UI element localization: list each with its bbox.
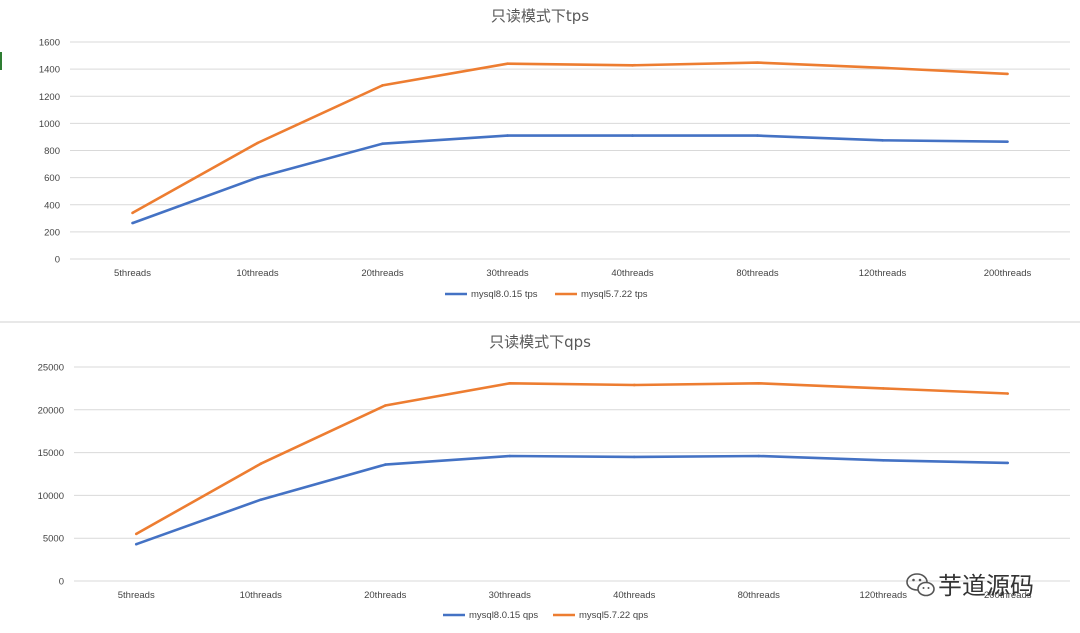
data-point xyxy=(259,498,263,501)
data-point xyxy=(259,462,263,466)
series-line xyxy=(135,454,1008,546)
data-point xyxy=(506,134,509,137)
data-point xyxy=(632,383,636,387)
watermark-text: 芋道源码 xyxy=(938,572,1034,600)
data-point xyxy=(757,381,761,385)
x-tick-label: 5threads xyxy=(114,268,151,279)
data-point xyxy=(756,61,759,64)
x-tick-label: 200threads xyxy=(984,590,1032,601)
y-tick-label: 20000 xyxy=(38,405,64,416)
y-tick-label: 600 xyxy=(44,173,60,184)
data-point xyxy=(134,532,138,536)
qps-chart: 只读模式下qps 0 5000 10000 15000 20000 25000 5thread… xyxy=(38,333,1070,621)
y-tick-label: 0 xyxy=(59,577,64,588)
data-point xyxy=(134,542,138,546)
y-tick-label: 400 xyxy=(44,200,60,211)
x-tick-label: 5threads xyxy=(118,590,155,601)
data-point xyxy=(131,211,134,215)
x-tick-label: 30threads xyxy=(489,590,532,601)
data-point xyxy=(631,64,634,67)
data-point xyxy=(756,134,759,137)
data-point xyxy=(508,381,512,385)
series-line xyxy=(135,381,1008,536)
x-tick-label: 40threads xyxy=(611,268,654,279)
y-tick-label: 5000 xyxy=(43,534,64,545)
data-point xyxy=(881,387,885,390)
legend-label: mysql8.0.15 tps xyxy=(471,289,538,300)
x-tick-label: 80threads xyxy=(738,590,781,601)
y-tick-label: 200 xyxy=(44,227,60,238)
x-tick-label: 10threads xyxy=(236,268,279,279)
x-tick-label: 40threads xyxy=(613,590,656,601)
data-point xyxy=(506,62,509,65)
data-point xyxy=(1006,461,1010,465)
y-tick-label: 10000 xyxy=(38,491,64,502)
data-point xyxy=(256,141,259,145)
y-tick-label: 800 xyxy=(44,146,60,157)
x-tick-label: 10threads xyxy=(240,590,283,601)
y-tick-label: 1400 xyxy=(39,65,60,76)
data-point xyxy=(131,221,134,225)
x-tick-label: 120threads xyxy=(859,590,907,601)
legend-label: mysql5.7.22 qps xyxy=(579,610,648,621)
data-point xyxy=(881,66,884,70)
y-tick-label: 1200 xyxy=(39,92,60,103)
data-point xyxy=(1006,140,1009,143)
data-point xyxy=(757,454,761,458)
x-tick-label: 200threads xyxy=(984,268,1032,279)
watermark: 芋道源码 xyxy=(906,572,1034,600)
y-tick-label: 25000 xyxy=(38,363,64,374)
y-tick-label: 1600 xyxy=(39,38,60,49)
y-tick-label: 15000 xyxy=(38,448,64,459)
series-line xyxy=(131,61,1008,215)
x-tick-label: 120threads xyxy=(859,268,907,279)
chart-title: 只读模式下tps xyxy=(491,7,589,25)
wechat-icon xyxy=(906,573,935,597)
data-point xyxy=(881,139,884,142)
x-tick-label: 80threads xyxy=(736,268,779,279)
data-point xyxy=(256,176,259,179)
data-point xyxy=(381,84,384,87)
series-line xyxy=(132,134,1008,225)
data-point xyxy=(383,463,387,466)
excel-edge-marker xyxy=(0,52,2,70)
data-point xyxy=(881,459,885,462)
x-tick-label: 20threads xyxy=(364,590,407,601)
y-tick-label: 0 xyxy=(55,255,60,266)
data-point xyxy=(631,134,634,137)
data-point xyxy=(381,142,384,146)
legend-label: mysql8.0.15 qps xyxy=(469,610,538,621)
data-point xyxy=(1006,72,1009,76)
x-tick-label: 30threads xyxy=(486,268,529,279)
data-point xyxy=(383,404,387,407)
y-tick-label: 1000 xyxy=(39,119,60,130)
data-point xyxy=(508,454,512,458)
tps-chart: 只读模式下tps 0 200 400 600 800 1000 1200 1400 1600 5th… xyxy=(39,7,1070,300)
x-tick-label: 20threads xyxy=(361,268,404,279)
data-point xyxy=(1006,392,1010,395)
chart-title: 只读模式下qps xyxy=(489,333,591,351)
data-point xyxy=(632,455,636,459)
legend-label: mysql5.7.22 tps xyxy=(581,289,648,300)
